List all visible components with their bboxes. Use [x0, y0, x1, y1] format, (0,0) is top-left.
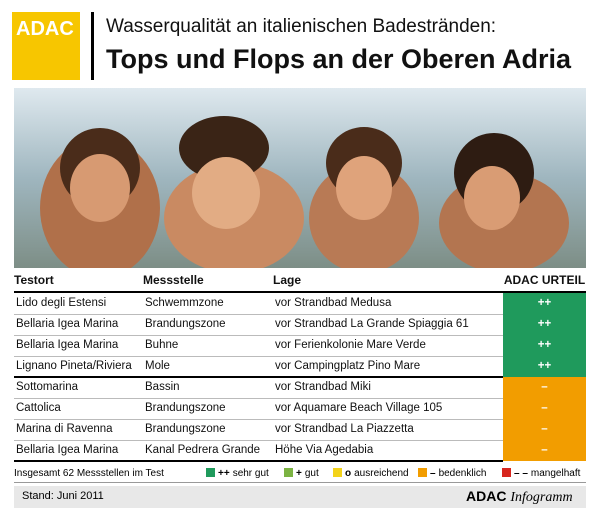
row-rule [14, 335, 503, 336]
legend-swatch [333, 468, 342, 477]
legend-symbol: – [430, 468, 436, 479]
rating: ++ [503, 335, 586, 356]
legend-symbol: o [345, 468, 352, 479]
table-cell: Bassin [145, 381, 180, 393]
legend-note: Insgesamt 62 Messstellen im Test [14, 468, 164, 479]
table-cell: Buhne [145, 339, 179, 351]
brand: ADAC [466, 488, 507, 504]
legend-item: – bedenklich [418, 468, 489, 479]
table-cell: vor Strandbad La Grande Spiaggia 61 [275, 318, 469, 330]
table-cell: Lido degli Estensi [16, 297, 107, 309]
rating: – [503, 440, 586, 461]
rating: ++ [503, 293, 586, 314]
table-cell: Sottomarina [16, 381, 79, 393]
table-cell: vor Strandbad Medusa [275, 297, 392, 309]
legend-label: gut [304, 468, 319, 479]
legend-item: – – mangelhaft [502, 468, 583, 479]
photo [14, 88, 586, 268]
brand-suffix: Infogramm [510, 490, 573, 505]
divider [91, 12, 94, 80]
table-cell: Bellaria Igea Marina [16, 339, 119, 351]
legend-label: ausreichend [354, 468, 409, 479]
rating: ++ [503, 314, 586, 335]
legend-item: o ausreichend [333, 468, 412, 479]
column-header: Lage [273, 273, 302, 287]
legend-symbol: – – [514, 468, 528, 479]
footer-bar [14, 486, 586, 508]
table-cell: vor Ferienkolonie Mare Verde [275, 339, 426, 351]
column-header: Messstelle [143, 273, 204, 287]
table-cell: Höhe Via Agedabia [275, 444, 374, 456]
legend-rule [14, 482, 586, 483]
table-cell: vor Strandbad Miki [275, 381, 371, 393]
rating: – [503, 377, 586, 398]
row-rule [14, 356, 503, 357]
table-cell: Schwemmzone [145, 297, 224, 309]
rating: – [503, 419, 586, 440]
legend-swatch [502, 468, 511, 477]
row-rule [14, 440, 503, 441]
column-header: ADAC URTEIL [503, 273, 586, 287]
rating: ++ [503, 356, 586, 377]
legend-swatch [284, 468, 293, 477]
legend-item: + gut [284, 468, 322, 479]
table-cell: vor Campingplatz Pino Mare [275, 360, 421, 372]
table-cell: Cattolica [16, 402, 61, 414]
face [192, 157, 260, 229]
footer-date: Stand: Juni 2011 [22, 490, 104, 502]
table-cell: Bellaria Igea Marina [16, 444, 119, 456]
title-line-2: Tops und Flops an der Oberen Adria [106, 44, 572, 74]
face [70, 154, 130, 222]
rating: – [503, 398, 586, 419]
table-cell: vor Strandbad La Piazzetta [275, 423, 414, 435]
face [336, 156, 392, 220]
legend-label: sehr gut [232, 468, 269, 479]
legend-symbol: + [296, 468, 302, 479]
title-line-1: Wasserqualität an italienischen Badesträ… [106, 16, 497, 37]
footer-brand: ADAC Infogramm [466, 488, 573, 506]
logo: ADAC [16, 18, 74, 40]
table-cell: Brandungszone [145, 318, 226, 330]
legend-label: bedenklich [438, 468, 487, 479]
row-rule [14, 314, 503, 315]
rule [14, 291, 586, 293]
column-header: Testort [14, 273, 54, 287]
row-rule [14, 398, 503, 399]
table-cell: Mole [145, 360, 170, 372]
row-rule [14, 419, 503, 420]
legend-item: ++ sehr gut [206, 468, 272, 479]
legend-swatch [206, 468, 215, 477]
table-cell: vor Aquamare Beach Village 105 [275, 402, 443, 414]
table-cell: Brandungszone [145, 423, 226, 435]
legend-label: mangelhaft [530, 468, 581, 479]
legend-symbol: ++ [218, 468, 230, 479]
table-cell: Marina di Ravenna [16, 423, 113, 435]
face [464, 166, 520, 230]
table-cell: Lignano Pineta/Riviera [16, 360, 132, 372]
logo-box: ADAC [12, 12, 80, 80]
table-cell: Kanal Pedrera Grande [145, 444, 261, 456]
table-cell: Brandungszone [145, 402, 226, 414]
hair [179, 116, 269, 180]
row-rule [14, 376, 503, 378]
legend-swatch [418, 468, 427, 477]
row-rule [14, 460, 503, 462]
table-cell: Bellaria Igea Marina [16, 318, 119, 330]
